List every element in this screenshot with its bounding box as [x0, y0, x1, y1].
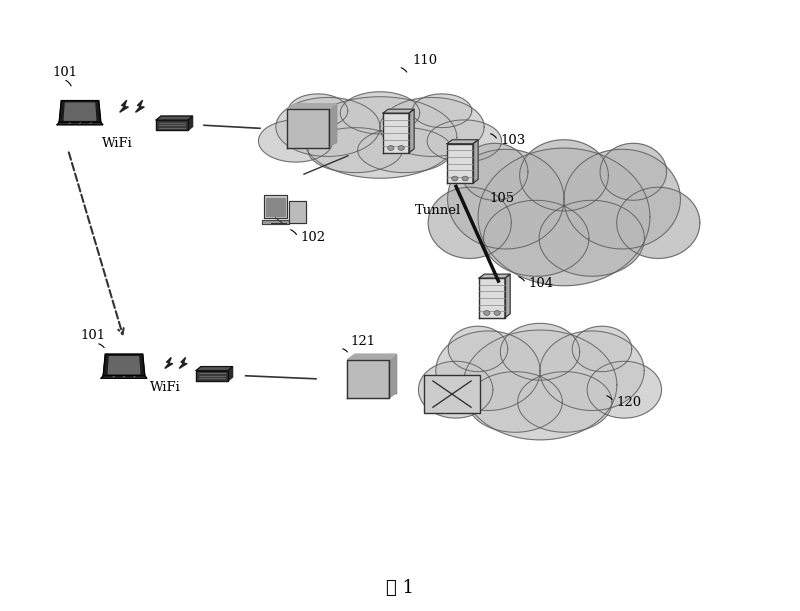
Polygon shape	[617, 187, 700, 258]
Polygon shape	[287, 104, 336, 109]
FancyBboxPatch shape	[424, 375, 480, 414]
Polygon shape	[196, 370, 228, 381]
Polygon shape	[103, 354, 145, 376]
Polygon shape	[308, 128, 402, 172]
Text: 101: 101	[52, 67, 77, 79]
Polygon shape	[587, 361, 662, 418]
Polygon shape	[288, 94, 348, 128]
Polygon shape	[479, 278, 505, 318]
Polygon shape	[358, 128, 452, 172]
Polygon shape	[264, 195, 287, 218]
Polygon shape	[448, 326, 508, 371]
Polygon shape	[294, 104, 336, 142]
Polygon shape	[447, 140, 478, 144]
Polygon shape	[447, 144, 473, 183]
Polygon shape	[101, 376, 147, 378]
Polygon shape	[505, 274, 510, 318]
Polygon shape	[135, 100, 144, 112]
Text: 103: 103	[500, 134, 526, 147]
Polygon shape	[57, 122, 103, 125]
Polygon shape	[258, 120, 333, 162]
Polygon shape	[347, 354, 396, 360]
Polygon shape	[418, 361, 493, 418]
Polygon shape	[196, 367, 233, 370]
Polygon shape	[479, 274, 510, 278]
Text: WiFi: WiFi	[102, 137, 133, 150]
Polygon shape	[156, 120, 188, 131]
Polygon shape	[383, 113, 409, 153]
Text: 110: 110	[412, 54, 437, 67]
Polygon shape	[436, 331, 540, 411]
Text: WiFi: WiFi	[150, 381, 180, 394]
Text: 121: 121	[350, 335, 375, 348]
Polygon shape	[108, 357, 140, 374]
Polygon shape	[354, 354, 396, 393]
Polygon shape	[64, 103, 96, 120]
Polygon shape	[380, 97, 484, 156]
Polygon shape	[59, 101, 101, 122]
Polygon shape	[188, 116, 193, 131]
Polygon shape	[120, 100, 129, 112]
Circle shape	[494, 310, 500, 315]
Polygon shape	[179, 357, 187, 368]
Polygon shape	[427, 120, 502, 162]
Polygon shape	[540, 331, 644, 411]
Polygon shape	[389, 354, 396, 398]
Polygon shape	[539, 200, 644, 276]
Text: 120: 120	[616, 397, 641, 409]
Polygon shape	[156, 116, 193, 120]
Polygon shape	[165, 357, 173, 368]
Text: 105: 105	[490, 192, 514, 205]
Polygon shape	[347, 360, 389, 398]
Polygon shape	[463, 330, 617, 440]
Polygon shape	[484, 200, 589, 276]
Polygon shape	[473, 140, 478, 183]
Text: Tunnel: Tunnel	[414, 204, 461, 217]
Circle shape	[484, 310, 490, 315]
Polygon shape	[329, 104, 336, 147]
Polygon shape	[520, 140, 608, 211]
Text: 图 1: 图 1	[386, 579, 414, 597]
Text: 104: 104	[528, 277, 553, 290]
Polygon shape	[572, 326, 632, 371]
Text: 102: 102	[300, 232, 325, 244]
Polygon shape	[266, 198, 285, 216]
Circle shape	[462, 176, 468, 181]
Polygon shape	[447, 149, 564, 249]
Polygon shape	[228, 367, 233, 381]
Polygon shape	[289, 201, 306, 223]
Polygon shape	[409, 109, 414, 153]
Polygon shape	[564, 149, 681, 249]
Polygon shape	[600, 144, 666, 200]
Circle shape	[452, 176, 458, 181]
Circle shape	[398, 145, 404, 150]
Polygon shape	[478, 148, 650, 286]
Polygon shape	[262, 220, 289, 224]
Polygon shape	[340, 92, 420, 134]
Polygon shape	[276, 97, 380, 156]
Polygon shape	[428, 187, 511, 258]
Polygon shape	[468, 371, 562, 432]
Polygon shape	[462, 144, 528, 200]
Polygon shape	[412, 94, 472, 128]
Polygon shape	[500, 323, 580, 380]
Circle shape	[388, 145, 394, 150]
Polygon shape	[287, 109, 329, 147]
Polygon shape	[518, 371, 612, 432]
Polygon shape	[383, 109, 414, 113]
Polygon shape	[303, 97, 457, 178]
Text: 101: 101	[80, 329, 105, 342]
